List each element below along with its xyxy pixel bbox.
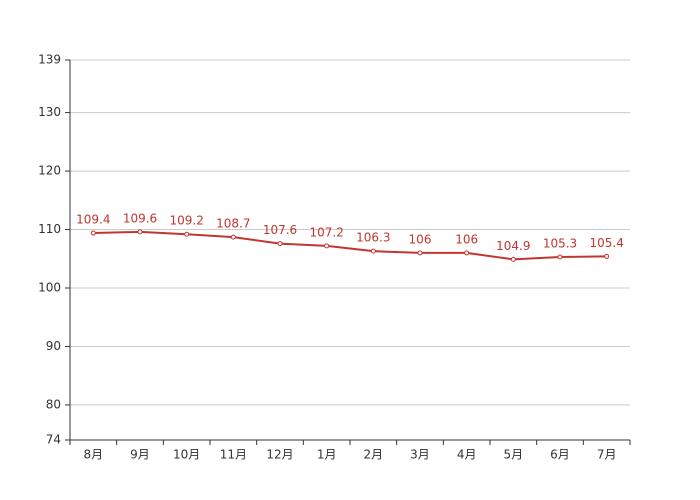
y-tick-label: 139 xyxy=(38,53,61,67)
x-tick-label: 5月 xyxy=(504,448,524,462)
x-tick-label: 6月 xyxy=(550,448,570,462)
line xyxy=(93,230,607,261)
x-tick-label: 8月 xyxy=(84,448,104,462)
x-tick-label: 3月 xyxy=(410,448,430,462)
y-tick-label: 74 xyxy=(46,433,61,447)
x-tick-label: 11月 xyxy=(220,448,247,462)
point xyxy=(557,254,563,260)
value-label: 109.6 xyxy=(123,211,157,225)
value-label: 106.3 xyxy=(356,231,390,245)
y-tick-label: 90 xyxy=(46,339,61,353)
value-label: 108.7 xyxy=(216,217,250,231)
point xyxy=(370,248,376,254)
value-label: 107.2 xyxy=(309,225,343,239)
point xyxy=(184,231,190,237)
point xyxy=(464,250,470,256)
x-tick-label: 7月 xyxy=(597,448,617,462)
x-tick-label: 10月 xyxy=(173,448,200,462)
point xyxy=(417,250,423,256)
value-label: 109.2 xyxy=(169,214,203,228)
value-label: 109.4 xyxy=(76,213,110,227)
x-tick-label: 1月 xyxy=(317,448,337,462)
x-tick-label: 9月 xyxy=(130,448,150,462)
x-tick-label: 12月 xyxy=(266,448,293,462)
point xyxy=(137,229,143,235)
y-tick-label: 80 xyxy=(46,397,61,411)
value-label: 106 xyxy=(455,232,478,246)
point xyxy=(324,243,330,249)
y-tick-label: 100 xyxy=(38,281,61,295)
x-tick-label: 4月 xyxy=(457,448,477,462)
value-label: 105.3 xyxy=(543,237,577,251)
x-tick-label: 2月 xyxy=(364,448,384,462)
y-tick-label: 120 xyxy=(38,164,61,178)
value-label: 105.4 xyxy=(589,236,623,250)
value-label: 104.9 xyxy=(496,239,530,253)
point xyxy=(510,256,516,262)
y-tick-label: 130 xyxy=(38,105,61,119)
value-label: 107.6 xyxy=(263,223,297,237)
point xyxy=(230,234,236,240)
point xyxy=(277,241,283,247)
value-label: 106 xyxy=(409,232,432,246)
point xyxy=(604,253,610,259)
point xyxy=(90,230,96,236)
y-tick-label: 110 xyxy=(38,222,61,236)
